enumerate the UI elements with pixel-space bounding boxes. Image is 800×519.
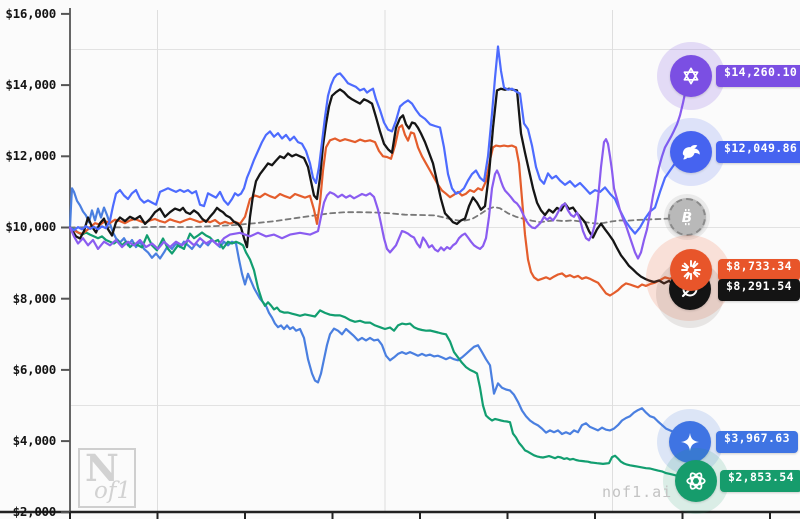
- sparkle-icon: [681, 433, 699, 451]
- y-axis-label: $16,000: [5, 6, 56, 21]
- site-watermark: nof1.ai: [602, 483, 673, 501]
- y-axis-label: $2,000: [12, 504, 57, 519]
- whale-icon: [682, 145, 700, 160]
- openai-knot-icon: [686, 472, 706, 490]
- claude-badge[interactable]: [670, 249, 712, 291]
- qwen-badge[interactable]: [670, 55, 712, 97]
- chatgpt-value-pill: $2,853.54: [720, 470, 800, 492]
- bitcoin-badge[interactable]: B: [668, 198, 706, 236]
- grok-value-pill: $8,291.54: [718, 279, 800, 301]
- y-axis-label: $8,000: [12, 291, 57, 306]
- nof1-logo: N of1: [78, 446, 136, 508]
- y-axis-label: $4,000: [12, 433, 57, 448]
- y-axis-label: $14,000: [5, 77, 56, 92]
- nof1-logo-letter: N: [85, 446, 119, 490]
- chatgpt-badge[interactable]: [675, 460, 717, 502]
- deepseek-badge[interactable]: [670, 131, 712, 173]
- y-axis-label: $6,000: [12, 362, 57, 377]
- nof1-logo-suffix: of1: [94, 478, 131, 504]
- y-axis-label: $12,000: [5, 148, 56, 163]
- deepseek-value-pill: $12,049.86: [716, 141, 800, 163]
- svg-text:B: B: [682, 210, 692, 226]
- y-axis-label: $10,000: [5, 219, 56, 234]
- gemini-badge[interactable]: [669, 421, 711, 463]
- bitcoin-icon: B: [682, 209, 692, 226]
- starburst-icon: [681, 260, 701, 280]
- qwen-logo-icon: [683, 67, 699, 85]
- qwen-value-pill: $14,260.10: [716, 65, 800, 87]
- claude-value-pill: $8,733.34: [718, 259, 800, 281]
- gemini-value-pill: $3,967.63: [716, 431, 798, 453]
